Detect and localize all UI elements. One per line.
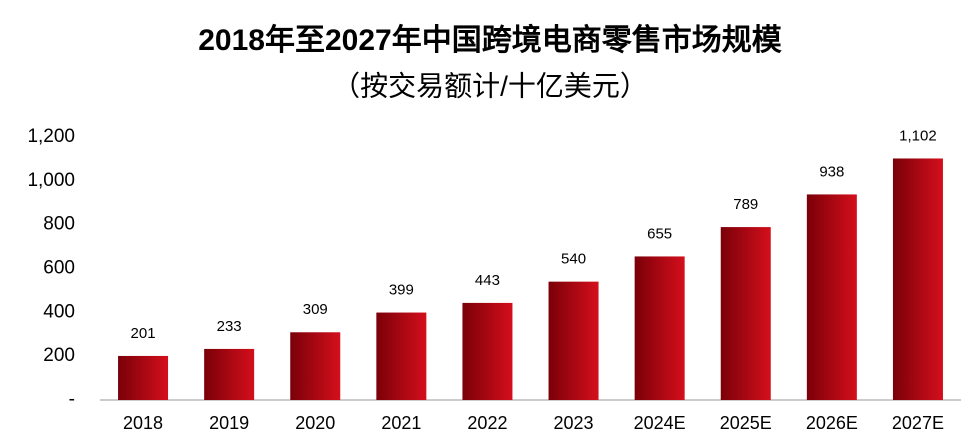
x-tick-label: 2022	[467, 413, 507, 433]
x-tick-label: 2023	[554, 413, 594, 433]
bar	[462, 302, 513, 400]
y-tick-label: 1,000	[27, 170, 75, 191]
bar	[720, 227, 771, 400]
chart-title: 2018年至2027年中国跨境电商零售市场规模	[198, 23, 781, 57]
value-label: 540	[561, 251, 586, 268]
y-tick-label: 600	[43, 258, 75, 279]
bar	[806, 194, 857, 400]
value-label: 789	[733, 196, 758, 213]
value-label: 1,102	[899, 127, 937, 144]
bar	[892, 158, 943, 400]
y-tick-label: -	[69, 389, 75, 410]
bar	[376, 312, 427, 400]
x-tick-label: 2019	[209, 413, 249, 433]
bar	[290, 332, 341, 400]
value-label: 233	[217, 318, 242, 335]
bar	[548, 281, 599, 400]
value-label: 309	[303, 301, 328, 318]
x-tick-label: 2026E	[806, 413, 858, 433]
value-label: 201	[131, 325, 156, 342]
x-tick-label: 2024E	[634, 413, 686, 433]
y-tick-label: 800	[43, 214, 75, 235]
value-label: 399	[389, 282, 414, 299]
value-label: 655	[647, 225, 672, 242]
x-tick-label: 2021	[381, 413, 421, 433]
bar	[634, 256, 685, 400]
value-label: 938	[819, 163, 844, 180]
x-tick-label: 2027E	[892, 413, 944, 433]
y-tick-label: 400	[43, 301, 75, 322]
bar	[204, 348, 255, 400]
bar	[118, 355, 169, 400]
y-tick-label: 200	[43, 345, 75, 366]
y-tick-label: 1,200	[27, 126, 75, 147]
value-label: 443	[475, 272, 500, 289]
x-tick-label: 2018	[123, 413, 163, 433]
chart-subtitle: （按交易额计/十亿美元）	[332, 70, 648, 101]
x-tick-label: 2020	[295, 413, 335, 433]
x-tick-label: 2025E	[720, 413, 772, 433]
